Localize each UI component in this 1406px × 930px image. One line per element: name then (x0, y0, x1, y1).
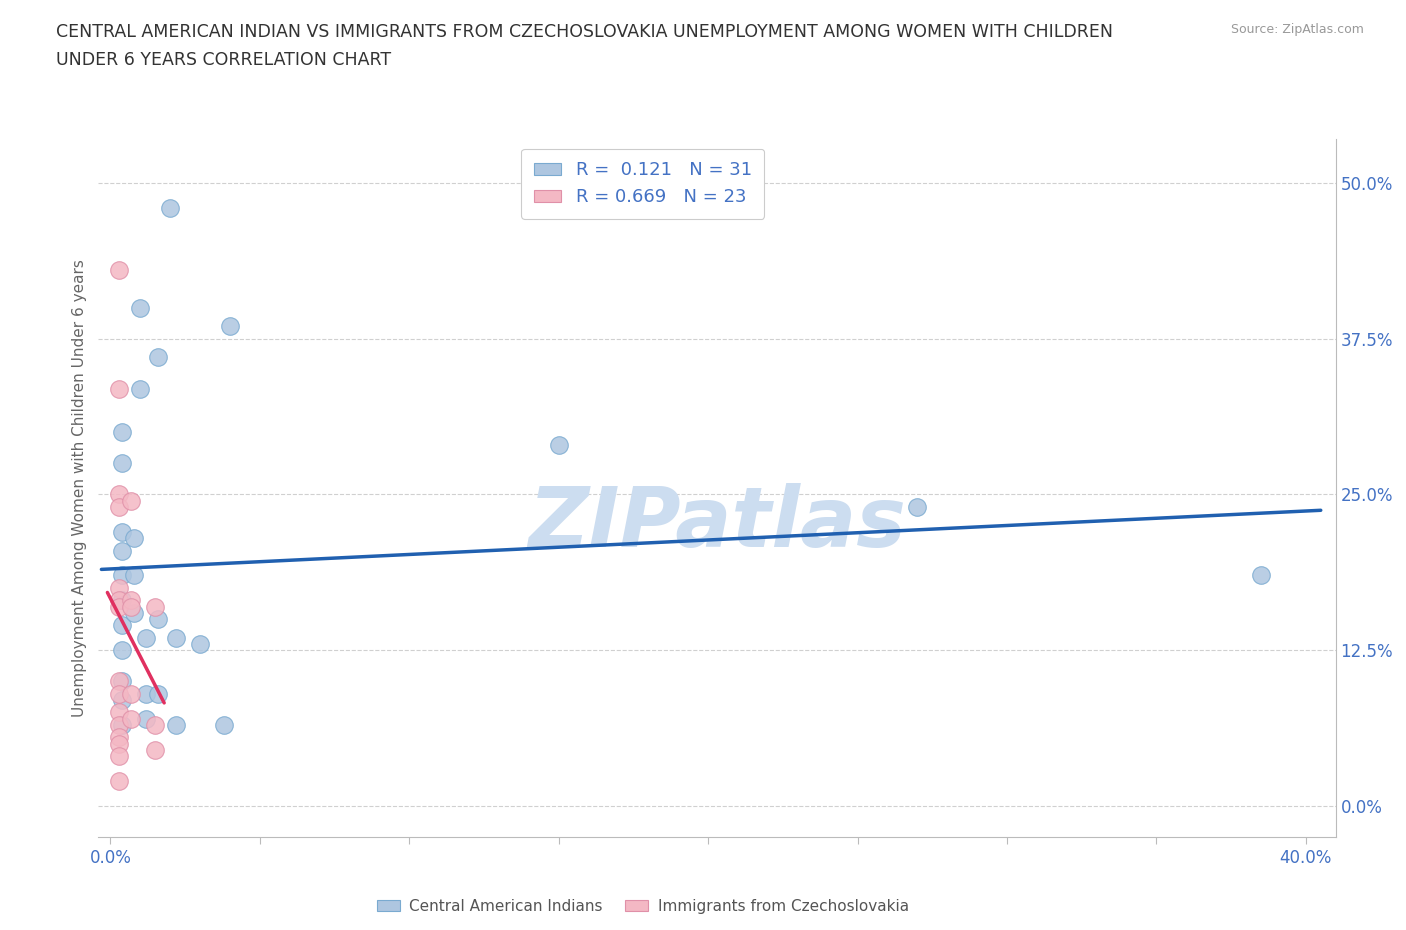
Point (129, 381, 152, 396)
Point (905, 499, 928, 514)
Point (108, 580, 131, 595)
Text: ZIPatlas: ZIPatlas (529, 483, 905, 564)
Point (148, 350, 170, 365)
Point (108, 749, 131, 764)
Point (124, 568, 146, 583)
Point (120, 686, 142, 701)
Point (108, 737, 131, 751)
Point (547, 437, 569, 452)
Point (108, 499, 131, 514)
Point (108, 705, 131, 720)
Legend: Central American Indians, Immigrants from Czechoslovakia: Central American Indians, Immigrants fro… (371, 893, 915, 920)
Point (108, 730, 131, 745)
Point (188, 636, 211, 651)
Point (108, 593, 131, 608)
Point (108, 263, 131, 278)
Y-axis label: Unemployment Among Women with Children Under 6 years: Unemployment Among Women with Children U… (72, 259, 87, 717)
Point (108, 487, 131, 502)
Point (111, 593, 134, 608)
Point (129, 300, 152, 315)
Text: Source: ZipAtlas.com: Source: ZipAtlas.com (1230, 23, 1364, 36)
Point (108, 381, 131, 396)
Point (111, 674, 134, 689)
Point (159, 201, 181, 216)
Point (124, 605, 146, 620)
Point (120, 599, 142, 614)
Point (111, 643, 134, 658)
Point (143, 717, 166, 732)
Point (219, 319, 242, 334)
Point (1250, 568, 1272, 583)
Text: UNDER 6 YEARS CORRELATION CHART: UNDER 6 YEARS CORRELATION CHART (56, 51, 391, 69)
Point (111, 456, 134, 471)
Point (111, 618, 134, 632)
Point (148, 612, 170, 627)
Point (111, 693, 134, 708)
Point (111, 543, 134, 558)
Point (120, 593, 142, 608)
Point (120, 493, 142, 508)
Point (135, 711, 157, 726)
Point (120, 711, 142, 726)
Point (143, 599, 166, 614)
Point (165, 717, 187, 732)
Point (108, 674, 131, 689)
Point (108, 717, 131, 732)
Point (165, 631, 187, 645)
Point (143, 742, 166, 757)
Point (111, 425, 134, 440)
Point (124, 531, 146, 546)
Point (135, 631, 157, 645)
Point (111, 568, 134, 583)
Point (148, 686, 170, 701)
Point (108, 686, 131, 701)
Point (111, 717, 134, 732)
Text: CENTRAL AMERICAN INDIAN VS IMMIGRANTS FROM CZECHOSLOVAKIA UNEMPLOYMENT AMONG WOM: CENTRAL AMERICAN INDIAN VS IMMIGRANTS FR… (56, 23, 1114, 41)
Point (212, 717, 235, 732)
Point (108, 774, 131, 789)
Point (111, 525, 134, 539)
Point (135, 686, 157, 701)
Point (108, 599, 131, 614)
